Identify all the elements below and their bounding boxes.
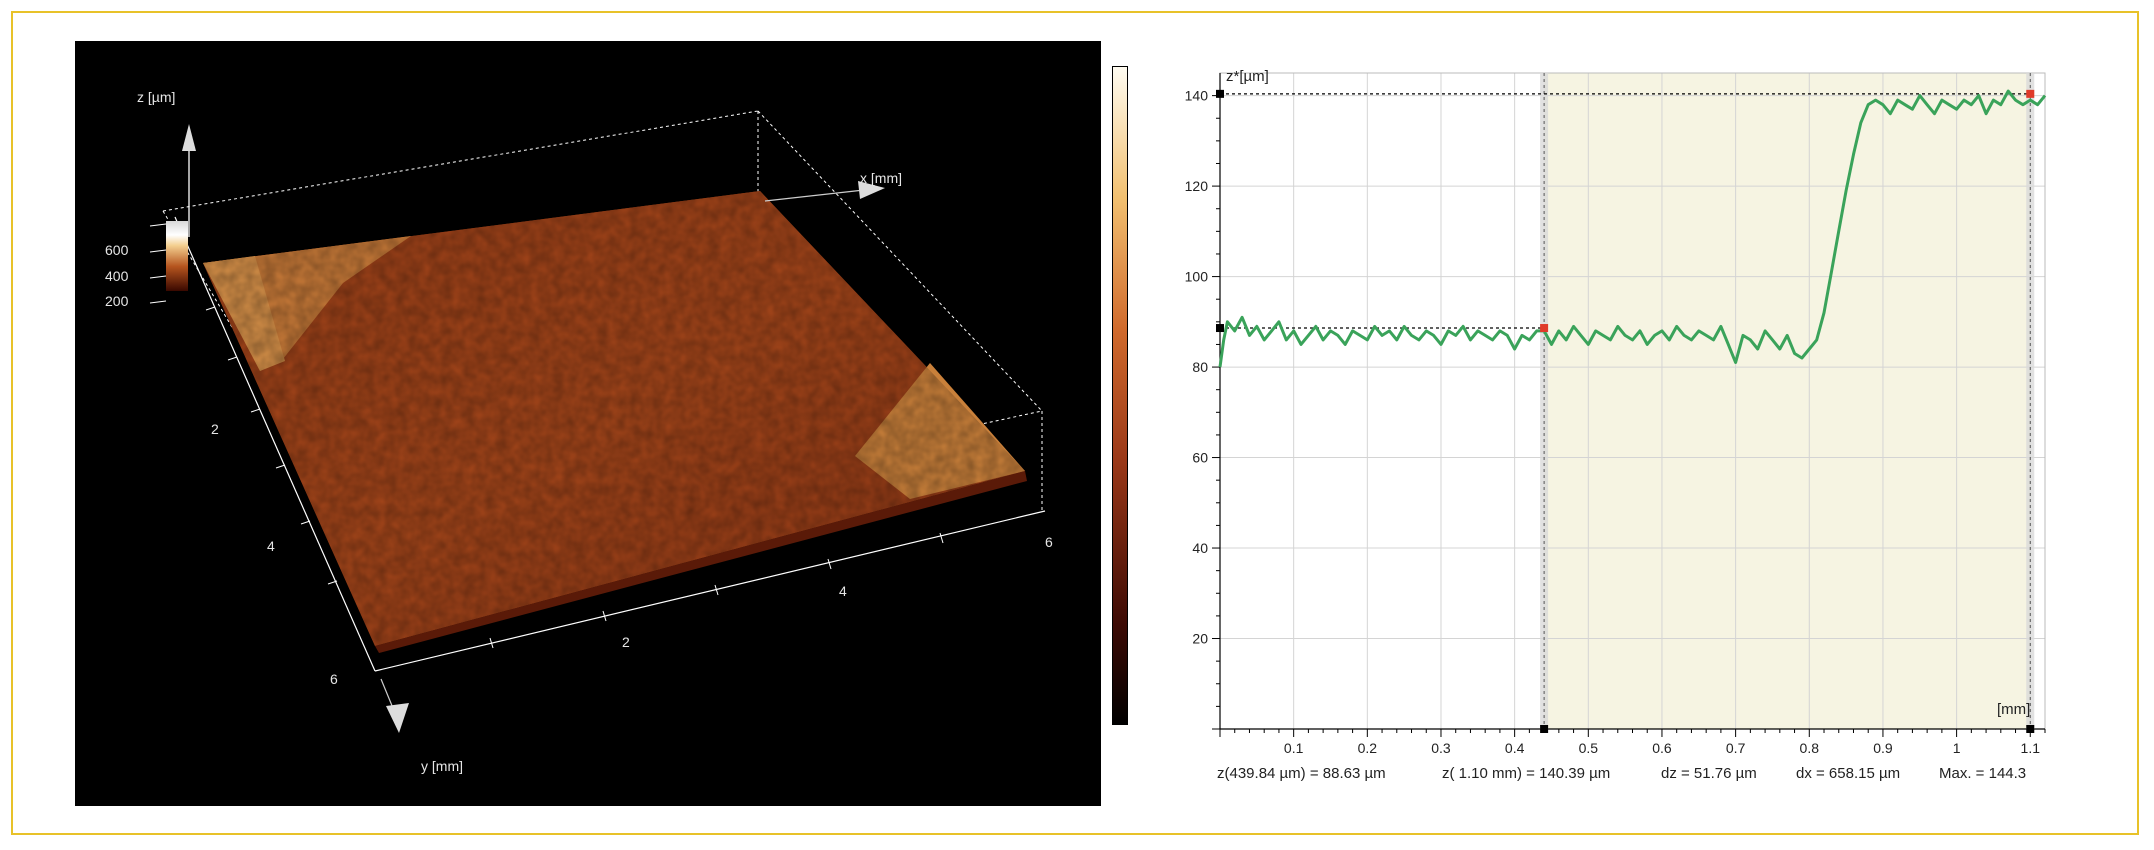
readout-dz: dz = 51.76 µm [1661,765,1757,782]
front-edges [174,216,1046,672]
x-tick-label: 0.3 [1431,740,1451,756]
height-colorbar [1112,66,1128,725]
readout-z1: z(439.84 µm) = 88.63 µm [1217,765,1386,782]
x-tick-label: 0.8 [1800,740,1820,756]
z-tick-200: 200 [105,293,129,309]
y-tick-2: 2 [211,421,219,437]
axes [1212,72,2046,737]
z-axis-label: z [µm] [137,89,175,105]
y-tick-label: 40 [1192,540,1208,556]
profile-chart: 0.1 0.2 0.3 0.4 0.5 0.6 0.7 0.8 0.9 1 1.1 20 40 60 80… [1185,68,2047,782]
x-tick-6: 6 [1045,534,1053,550]
z-tick-400: 400 [105,268,129,284]
y-tick-label: 60 [1192,450,1208,466]
x-tick-labels: 0.1 0.2 0.3 0.4 0.5 0.6 0.7 0.8 0.9 1 1.1 [1284,740,2040,756]
marker-point-1 [1540,324,1549,333]
y-tick-label: 100 [1185,269,1209,285]
y-tick-4: 4 [267,538,275,554]
cursor-bar [2026,73,2035,729]
y-tick-label: 120 [1185,178,1209,194]
y-tick-label: 140 [1185,88,1209,104]
x-tick-label: 1.1 [2021,740,2041,756]
y-axis: y [mm] 2 4 6 [205,306,463,774]
x-tick-label: 0.4 [1505,740,1525,756]
y-tick-labels: 20 40 60 80 100 120 140 [1185,88,1209,647]
marker-y2 [1216,89,1224,98]
y-tick-label: 20 [1192,631,1208,647]
x-tick-label: 0.7 [1726,740,1746,756]
readout-z2: z( 1.10 mm) = 140.39 µm [1442,765,1610,782]
x-tick-label: 0.6 [1652,740,1672,756]
x-axis: x [mm] 2 4 6 [489,170,1053,650]
readout-max: Max. = 144.3 [1939,765,2026,782]
profile-line [1218,89,2047,368]
figure-frame [11,11,2139,835]
x-axis-unit: [mm] [1997,701,2030,718]
marker-x1 [1540,725,1549,733]
y-axis-label: y [mm] [421,758,463,774]
x-tick-label: 0.5 [1579,740,1599,756]
x-tick-label: 0.9 [1873,740,1893,756]
x-tick-4: 4 [839,583,847,599]
x-tick-label: 1 [1953,740,1961,756]
y-tick-label: 80 [1192,359,1208,375]
marker-y1 [1216,324,1224,333]
marker-point-2 [2026,89,2035,98]
x-tick-label: 0.1 [1284,740,1304,756]
surface [203,191,1027,653]
x-axis-label: x [mm] [860,170,902,186]
readout-dx: dx = 658.15 µm [1796,765,1900,782]
z-axis-colorbar [166,221,188,291]
cursor-markers [1216,89,2035,733]
z-tick-600: 600 [105,242,129,258]
surface-3d-plot: z [µm] 600 400 200 x [mm] 2 4 6 y [mm] [75,41,1101,806]
y-tick-6: 6 [330,671,338,687]
highlight-band [1544,73,2031,729]
marker-x2 [2026,725,2035,733]
z-axis: z [µm] 600 400 200 [105,89,196,309]
x-tick-2: 2 [622,634,630,650]
x-tick-label: 0.2 [1358,740,1378,756]
readout: z(439.84 µm) = 88.63 µm z( 1.10 mm) = 14… [1217,765,2026,782]
cursor-bar [1540,73,1549,729]
y-axis-title: z*[µm] [1226,68,1269,85]
